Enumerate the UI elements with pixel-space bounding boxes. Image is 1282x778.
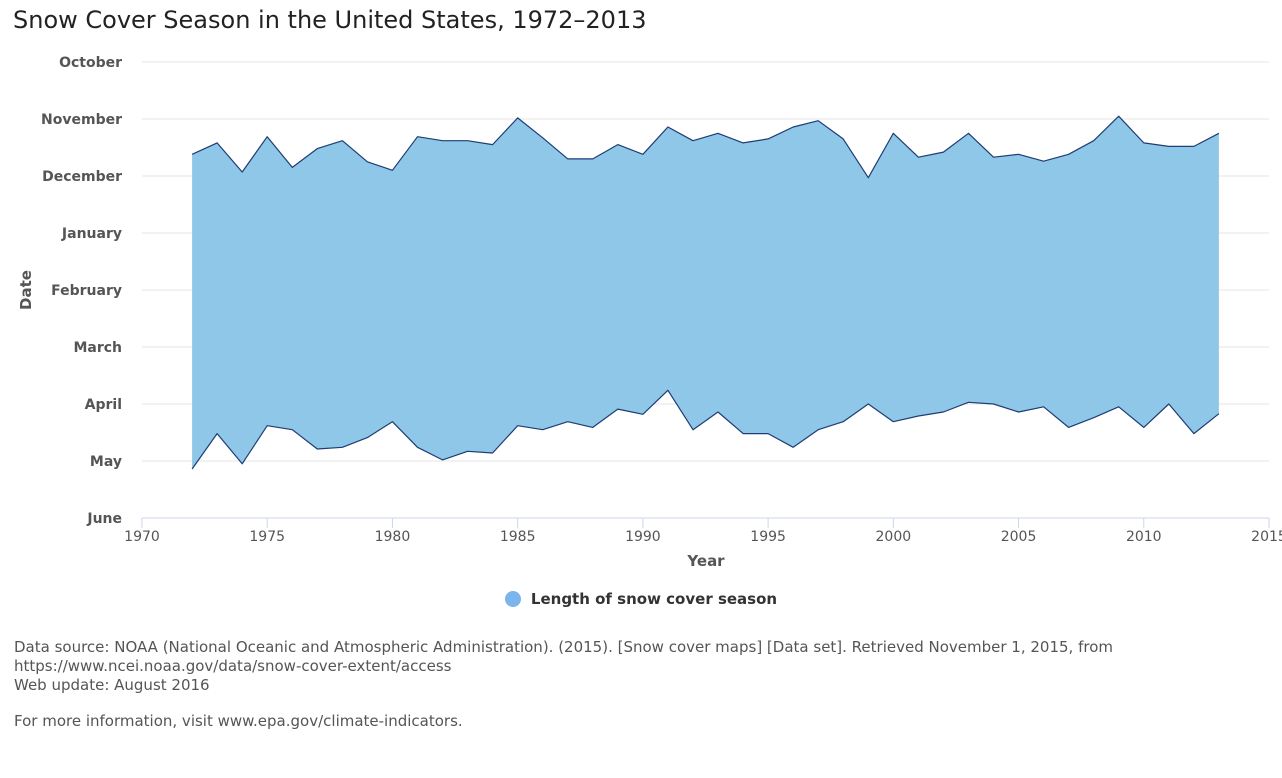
x-tick-label: 1975 bbox=[249, 529, 285, 545]
x-tick-label: 2015 bbox=[1251, 529, 1282, 545]
more-info-note: For more information, visit www.epa.gov/… bbox=[14, 712, 463, 730]
y-tick-label: January bbox=[61, 226, 122, 242]
y-tick-label: October bbox=[59, 55, 122, 71]
legend-marker-icon bbox=[504, 591, 521, 607]
y-tick-label: March bbox=[73, 340, 122, 356]
snow-season-area bbox=[192, 116, 1219, 469]
footer-spacer bbox=[14, 695, 1264, 712]
season-start-line bbox=[191, 115, 1220, 179]
y-tick-label: May bbox=[90, 454, 122, 470]
web-update-note: Web update: August 2016 bbox=[14, 676, 210, 694]
data-source-note: Data source: NOAA (National Oceanic and … bbox=[14, 638, 1113, 675]
x-tick-label: 1970 bbox=[124, 529, 160, 545]
y-tick-label: February bbox=[51, 283, 122, 299]
chart-area: October November December January February Ma… bbox=[17, 55, 1282, 570]
axes: October November December January February Ma… bbox=[41, 55, 1282, 545]
axis-labels: Date Year bbox=[17, 270, 725, 570]
chart-title: Snow Cover Season in the United States, … bbox=[13, 6, 647, 34]
y-tick-label: June bbox=[86, 511, 122, 527]
series-layer bbox=[191, 115, 1220, 470]
legend-item[interactable]: Length of snow cover season bbox=[504, 590, 778, 608]
x-axis-label: Year bbox=[686, 552, 725, 570]
x-tick-label: 1980 bbox=[375, 529, 411, 545]
footer-notes: Data source: NOAA (National Oceanic and … bbox=[14, 638, 1264, 731]
x-tick-label: 2005 bbox=[1001, 529, 1037, 545]
legend-label: Length of snow cover season bbox=[530, 590, 778, 608]
y-tick-label: December bbox=[42, 169, 122, 185]
season-end-line bbox=[191, 389, 1220, 470]
x-tick-label: 2000 bbox=[876, 529, 912, 545]
x-tick-label: 1995 bbox=[750, 529, 786, 545]
x-tick-label: 2010 bbox=[1126, 529, 1162, 545]
y-tick-label: November bbox=[41, 112, 122, 128]
y-axis-label: Date bbox=[17, 270, 35, 310]
x-tick-label: 1985 bbox=[500, 529, 536, 545]
y-tick-label: April bbox=[85, 397, 122, 413]
legend: Length of snow cover season bbox=[0, 590, 1282, 611]
x-tick-label: 1990 bbox=[625, 529, 661, 545]
